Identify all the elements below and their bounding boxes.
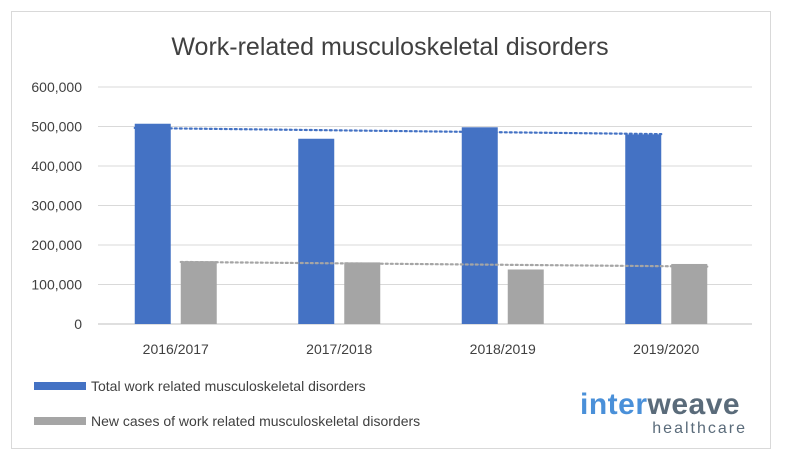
logo-part-weave: weave: [647, 388, 741, 421]
logo-part-inter: inter: [580, 388, 648, 421]
y-tick-label: 400,000: [31, 158, 82, 174]
y-tick-label: 100,000: [31, 277, 82, 293]
legend: Total work related musculoskeletal disor…: [34, 378, 420, 429]
trendline-total: [133, 126, 663, 136]
y-tick-label: 0: [74, 316, 82, 332]
y-axis: 0 100,000 200,000 300,000 400,000 500,000 600,…: [31, 79, 82, 332]
bar-new-cases-1: [180, 261, 217, 324]
bar-new-cases-3: [507, 269, 544, 324]
y-tick-label: 300,000: [31, 198, 82, 214]
svg-text:interweave: interweave: [580, 388, 740, 421]
bar-total-1: [134, 123, 171, 324]
y-tick-label: 600,000: [31, 79, 82, 95]
logo-subtitle: healthcare: [652, 420, 747, 437]
x-tick-label: 2017/2018: [306, 341, 372, 357]
y-tick-label: 500,000: [31, 119, 82, 135]
legend-label-new-cases: New cases of work related musculoskeleta…: [91, 413, 420, 429]
x-tick-label: 2018/2019: [470, 341, 536, 357]
legend-swatch-total: [34, 382, 86, 390]
trendline-new-cases: [179, 260, 709, 268]
bar-new-cases-4: [671, 263, 708, 324]
chart-title: Work-related musculoskeletal disorders: [171, 33, 608, 61]
bars: [134, 123, 708, 324]
bar-total-2: [298, 138, 335, 324]
trendlines: [133, 126, 709, 268]
y-tick-label: 200,000: [31, 237, 82, 253]
bar-new-cases-2: [344, 262, 381, 324]
legend-label-total: Total work related musculoskeletal disor…: [91, 378, 366, 394]
bar-total-3: [461, 127, 498, 324]
x-tick-label: 2016/2017: [143, 341, 209, 357]
interweave-logo: interweave healthcare: [580, 388, 747, 437]
x-axis: 2016/2017 2017/2018 2018/2019 2019/2020: [143, 341, 700, 357]
legend-swatch-new-cases: [34, 417, 86, 425]
x-tick-label: 2019/2020: [633, 341, 699, 357]
bar-total-4: [625, 134, 662, 324]
